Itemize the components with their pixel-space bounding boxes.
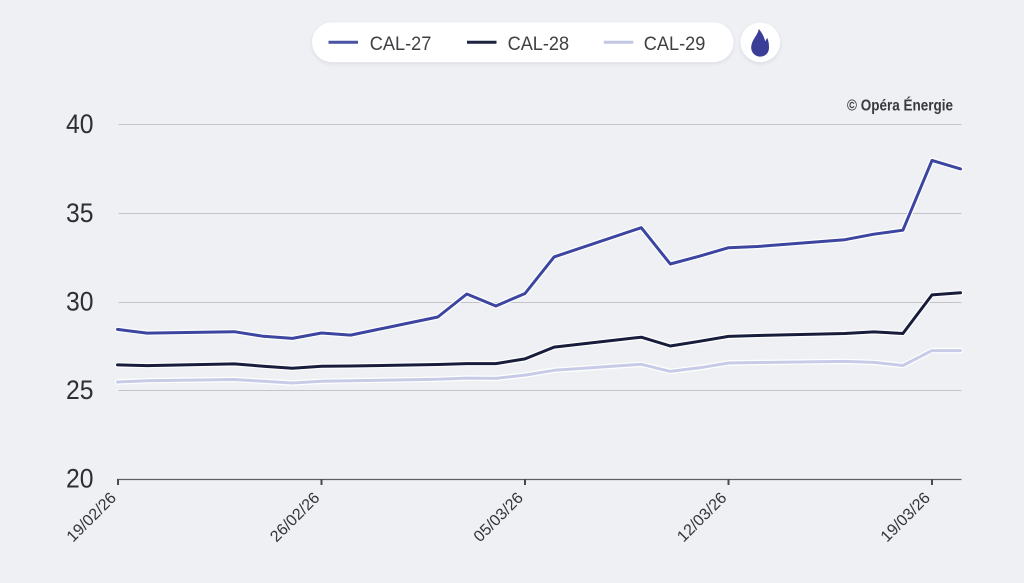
svg-text:30: 30: [66, 287, 94, 317]
svg-text:© Opéra Énergie: © Opéra Énergie: [847, 98, 953, 115]
svg-text:CAL-29: CAL-29: [644, 33, 706, 55]
svg-text:20: 20: [66, 464, 94, 494]
svg-text:40: 40: [66, 109, 94, 139]
svg-text:35: 35: [66, 198, 94, 228]
svg-text:CAL-27: CAL-27: [370, 33, 432, 55]
svg-text:25: 25: [66, 375, 94, 405]
svg-text:CAL-28: CAL-28: [508, 33, 569, 55]
